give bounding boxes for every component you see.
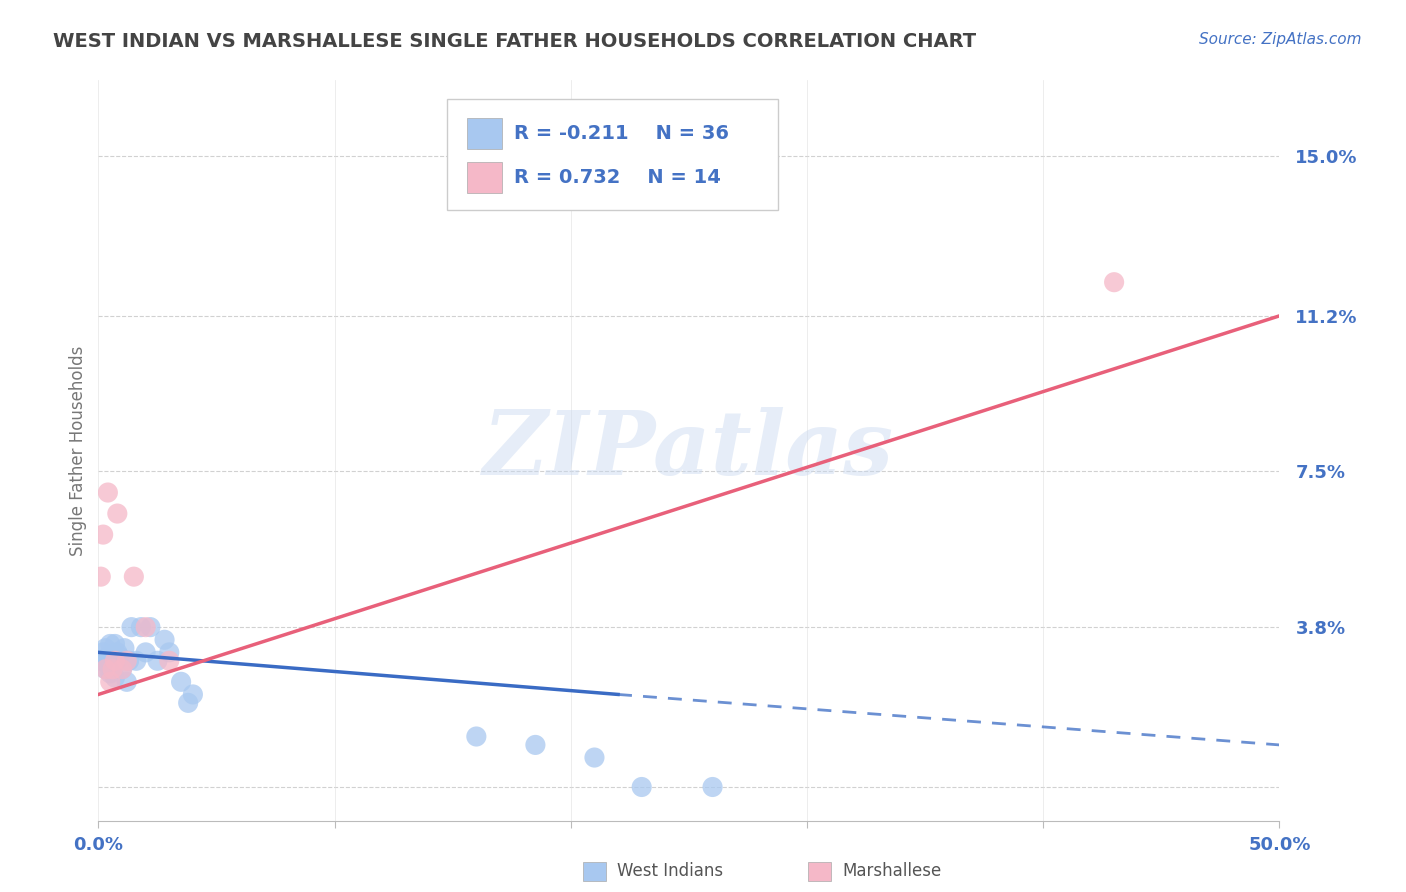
Point: [181, 688, 204, 702]
Point: [94, 662, 117, 676]
Point: [118, 654, 141, 668]
Point: [91, 645, 114, 659]
Point: [129, 620, 152, 634]
Point: [97, 485, 120, 500]
Point: [465, 730, 488, 744]
Point: [702, 780, 724, 794]
Point: [90, 654, 112, 668]
Point: [101, 649, 124, 664]
Point: [105, 645, 128, 659]
Point: [94, 662, 117, 676]
Point: [170, 674, 193, 689]
Point: [583, 750, 606, 764]
Point: [1102, 275, 1125, 289]
Point: [115, 674, 138, 689]
Point: [108, 649, 131, 664]
Point: [97, 649, 120, 664]
Point: [139, 620, 162, 634]
Point: [104, 637, 127, 651]
Point: [98, 674, 121, 689]
Text: Marshallese: Marshallese: [842, 863, 942, 880]
FancyBboxPatch shape: [447, 99, 778, 210]
Point: [135, 645, 157, 659]
Text: Source: ZipAtlas.com: Source: ZipAtlas.com: [1198, 32, 1361, 47]
Point: [105, 654, 128, 668]
Point: [101, 658, 124, 673]
Point: [94, 641, 117, 656]
Point: [111, 662, 134, 676]
Point: [104, 671, 127, 685]
Point: [90, 569, 112, 583]
Point: [524, 738, 547, 752]
Point: [177, 696, 200, 710]
Point: [101, 662, 124, 676]
Text: R = -0.211    N = 36: R = -0.211 N = 36: [515, 124, 730, 143]
Point: [135, 620, 157, 634]
Point: [104, 654, 127, 668]
Point: [91, 654, 114, 668]
Point: [112, 641, 135, 656]
Point: [97, 658, 120, 673]
Text: WEST INDIAN VS MARSHALLESE SINGLE FATHER HOUSEHOLDS CORRELATION CHART: WEST INDIAN VS MARSHALLESE SINGLE FATHER…: [53, 32, 977, 51]
Text: West Indians: West Indians: [617, 863, 723, 880]
Bar: [467, 161, 502, 193]
Point: [98, 666, 121, 681]
Point: [98, 637, 121, 651]
Point: [111, 662, 134, 676]
Text: ZIPatlas: ZIPatlas: [484, 408, 894, 493]
Point: [121, 620, 143, 634]
Y-axis label: Single Father Households: Single Father Households: [69, 345, 87, 556]
Point: [146, 654, 169, 668]
Point: [157, 654, 180, 668]
Point: [630, 780, 652, 794]
Bar: [467, 118, 502, 149]
Point: [115, 654, 138, 668]
Text: R = 0.732    N = 14: R = 0.732 N = 14: [515, 168, 721, 186]
Point: [122, 569, 145, 583]
Point: [105, 507, 128, 521]
Point: [157, 645, 180, 659]
Point: [153, 632, 176, 647]
Point: [91, 527, 114, 541]
Point: [125, 654, 148, 668]
